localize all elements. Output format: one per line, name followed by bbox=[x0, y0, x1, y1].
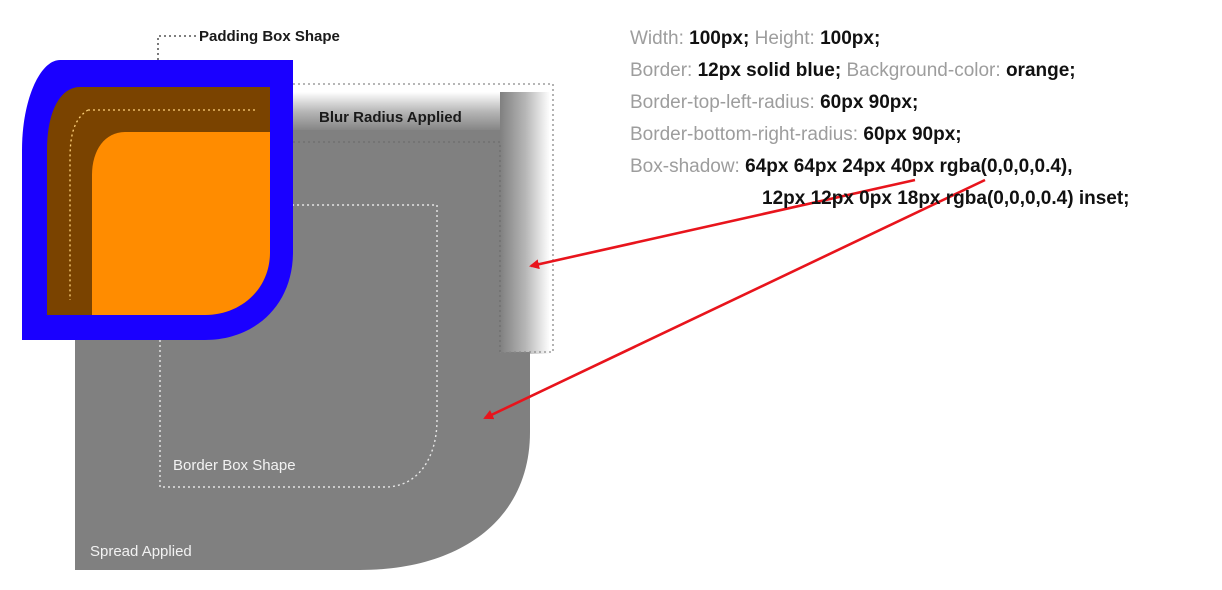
content-orange bbox=[92, 132, 270, 315]
blur-inner-outline bbox=[293, 141, 501, 352]
spec-line-2: Border: 12px solid blue; Background-colo… bbox=[630, 60, 1076, 81]
spec-shadow-val2: 12px 12px 0px 18px rgba(0,0,0,0.4) inset… bbox=[762, 188, 1130, 209]
spec-bbr-val: 60px 90px; bbox=[863, 124, 961, 145]
spec-line-1: Width: 100px; Height: 100px; bbox=[630, 28, 880, 49]
spec-line-3: Border-top-left-radius: 60px 90px; bbox=[630, 92, 918, 113]
blur-right-fade bbox=[500, 92, 550, 354]
spec-line-4: Border-bottom-right-radius: 60px 90px; bbox=[630, 124, 962, 145]
spec-shadow-key: Box-shadow: bbox=[630, 156, 745, 177]
dotted-outlines bbox=[157, 35, 554, 488]
arrows bbox=[483, 178, 986, 420]
spec-width-key: Width: bbox=[630, 28, 689, 49]
spread-applied-label: Spread Applied bbox=[90, 543, 192, 560]
padding-box-label: Padding Box Shape bbox=[199, 28, 340, 45]
element-box bbox=[22, 60, 293, 340]
arrow-spread bbox=[483, 178, 986, 420]
border-box-label: Border Box Shape bbox=[173, 457, 296, 474]
spec-bbr-key: Border-bottom-right-radius: bbox=[630, 124, 863, 145]
spec-shadow-val1: 64px 64px 24px 40px rgba(0,0,0,0.4), bbox=[745, 156, 1072, 177]
spec-btl-val: 60px 90px; bbox=[820, 92, 918, 113]
css-spec: Width: 100px; Height: 100px; Border: 12p… bbox=[630, 28, 1130, 209]
spec-bg-val: orange; bbox=[1006, 60, 1076, 81]
border-box-outline bbox=[159, 204, 438, 488]
blur-outline bbox=[293, 83, 554, 353]
spec-border-key: Border: bbox=[630, 60, 698, 81]
arrow-blur bbox=[529, 178, 916, 270]
spec-line-5: Box-shadow: 64px 64px 24px 40px rgba(0,0… bbox=[630, 156, 1073, 177]
spec-height-key: Height: bbox=[755, 28, 820, 49]
spec-width-val: 100px; bbox=[689, 28, 754, 49]
spec-border-val: 12px solid blue; bbox=[698, 60, 847, 81]
spec-bg-key: Background-color: bbox=[846, 60, 1005, 81]
spec-line-6: 12px 12px 0px 18px rgba(0,0,0,0.4) inset… bbox=[762, 188, 1130, 209]
blur-radius-label: Blur Radius Applied bbox=[319, 109, 462, 126]
padding-box-outline bbox=[69, 109, 258, 300]
spec-height-val: 100px; bbox=[820, 28, 880, 49]
spec-btl-key: Border-top-left-radius: bbox=[630, 92, 820, 113]
